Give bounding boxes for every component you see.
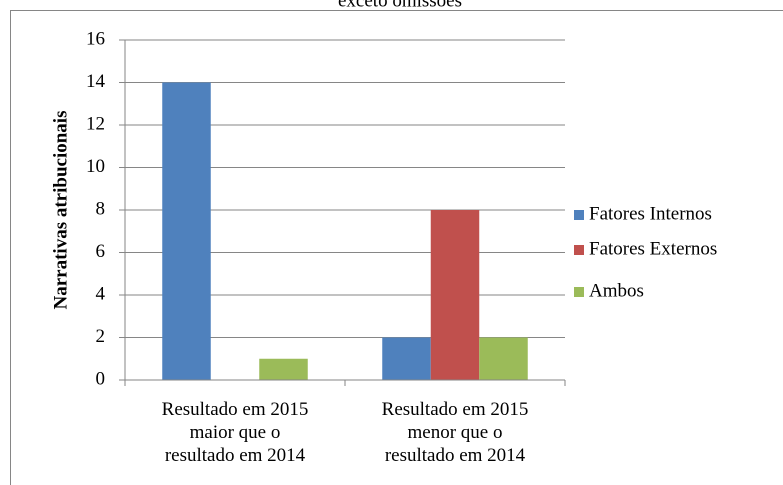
y-tick-label: 4: [96, 283, 106, 304]
y-tick-label: 10: [86, 156, 105, 177]
y-tick-label: 8: [96, 198, 106, 219]
x-tick-label: Resultado em 2015 menor que o resultado …: [381, 399, 529, 466]
legend-swatch: [574, 210, 584, 220]
y-tick-label: 6: [96, 241, 106, 262]
y-tick-label: 16: [86, 28, 105, 49]
y-tick-label: 12: [86, 113, 105, 134]
y-axis-label: Narrativas atribucionais: [50, 111, 71, 310]
bar: [259, 358, 308, 380]
bar: [382, 337, 431, 380]
y-tick-label: 0: [96, 368, 106, 389]
bar: [430, 210, 480, 380]
y-tick-label: 14: [86, 71, 106, 92]
legend-swatch: [574, 245, 584, 255]
chart-title: exceto omissões: [338, 0, 462, 11]
legend-label: Ambos: [589, 280, 644, 301]
legend-label: Fatores Internos: [589, 203, 712, 224]
bar: [162, 82, 211, 380]
bar: [479, 337, 528, 380]
legend-label: Fatores Externos: [589, 238, 717, 259]
legend-swatch: [574, 287, 584, 297]
x-tick-label: Resultado em 2015 maior que o resultado …: [161, 399, 309, 466]
chart-frame: [10, 10, 783, 485]
y-tick-label: 2: [96, 326, 106, 347]
